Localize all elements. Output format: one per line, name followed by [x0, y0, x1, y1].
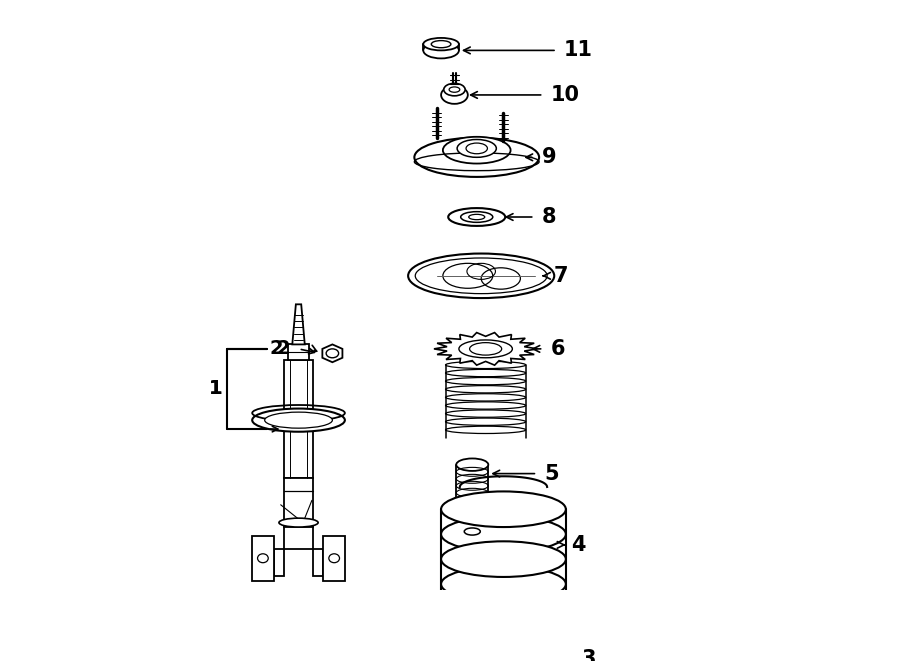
Text: 5: 5: [544, 463, 559, 484]
Ellipse shape: [252, 408, 345, 432]
Ellipse shape: [459, 340, 512, 358]
Ellipse shape: [441, 566, 566, 602]
Polygon shape: [323, 536, 345, 580]
Polygon shape: [284, 478, 313, 527]
Ellipse shape: [456, 508, 489, 520]
Ellipse shape: [456, 459, 489, 471]
Ellipse shape: [414, 137, 539, 177]
Ellipse shape: [457, 139, 496, 157]
Polygon shape: [284, 360, 313, 478]
Ellipse shape: [449, 87, 460, 93]
Ellipse shape: [441, 541, 566, 577]
Ellipse shape: [441, 86, 468, 104]
Ellipse shape: [441, 516, 566, 552]
Ellipse shape: [444, 83, 465, 96]
Ellipse shape: [265, 412, 332, 428]
Text: 2: 2: [269, 339, 283, 358]
Ellipse shape: [415, 258, 547, 293]
Polygon shape: [292, 304, 305, 344]
Text: 10: 10: [551, 85, 580, 105]
Polygon shape: [434, 332, 537, 365]
Polygon shape: [274, 527, 323, 576]
Ellipse shape: [441, 491, 566, 527]
Ellipse shape: [279, 518, 318, 527]
Ellipse shape: [408, 254, 554, 298]
Polygon shape: [288, 344, 310, 360]
Ellipse shape: [432, 641, 575, 661]
Text: 2: 2: [276, 339, 290, 358]
Polygon shape: [322, 344, 342, 362]
Ellipse shape: [423, 38, 459, 50]
Text: 7: 7: [554, 266, 568, 286]
Ellipse shape: [445, 646, 562, 661]
Text: 11: 11: [564, 40, 593, 60]
Ellipse shape: [448, 208, 505, 226]
Ellipse shape: [461, 212, 493, 222]
Polygon shape: [252, 536, 274, 580]
Ellipse shape: [431, 40, 451, 48]
Text: 1: 1: [209, 379, 223, 399]
Ellipse shape: [423, 42, 459, 58]
Text: 8: 8: [542, 207, 556, 227]
Ellipse shape: [441, 616, 566, 652]
Ellipse shape: [326, 349, 338, 358]
Ellipse shape: [441, 591, 566, 627]
Text: 6: 6: [551, 339, 565, 359]
Text: 9: 9: [542, 147, 556, 167]
Text: 4: 4: [572, 535, 586, 555]
Ellipse shape: [464, 528, 481, 535]
Text: 1: 1: [209, 379, 223, 399]
Ellipse shape: [257, 554, 268, 563]
Ellipse shape: [328, 554, 339, 563]
Text: 3: 3: [582, 649, 597, 661]
Ellipse shape: [443, 137, 510, 163]
